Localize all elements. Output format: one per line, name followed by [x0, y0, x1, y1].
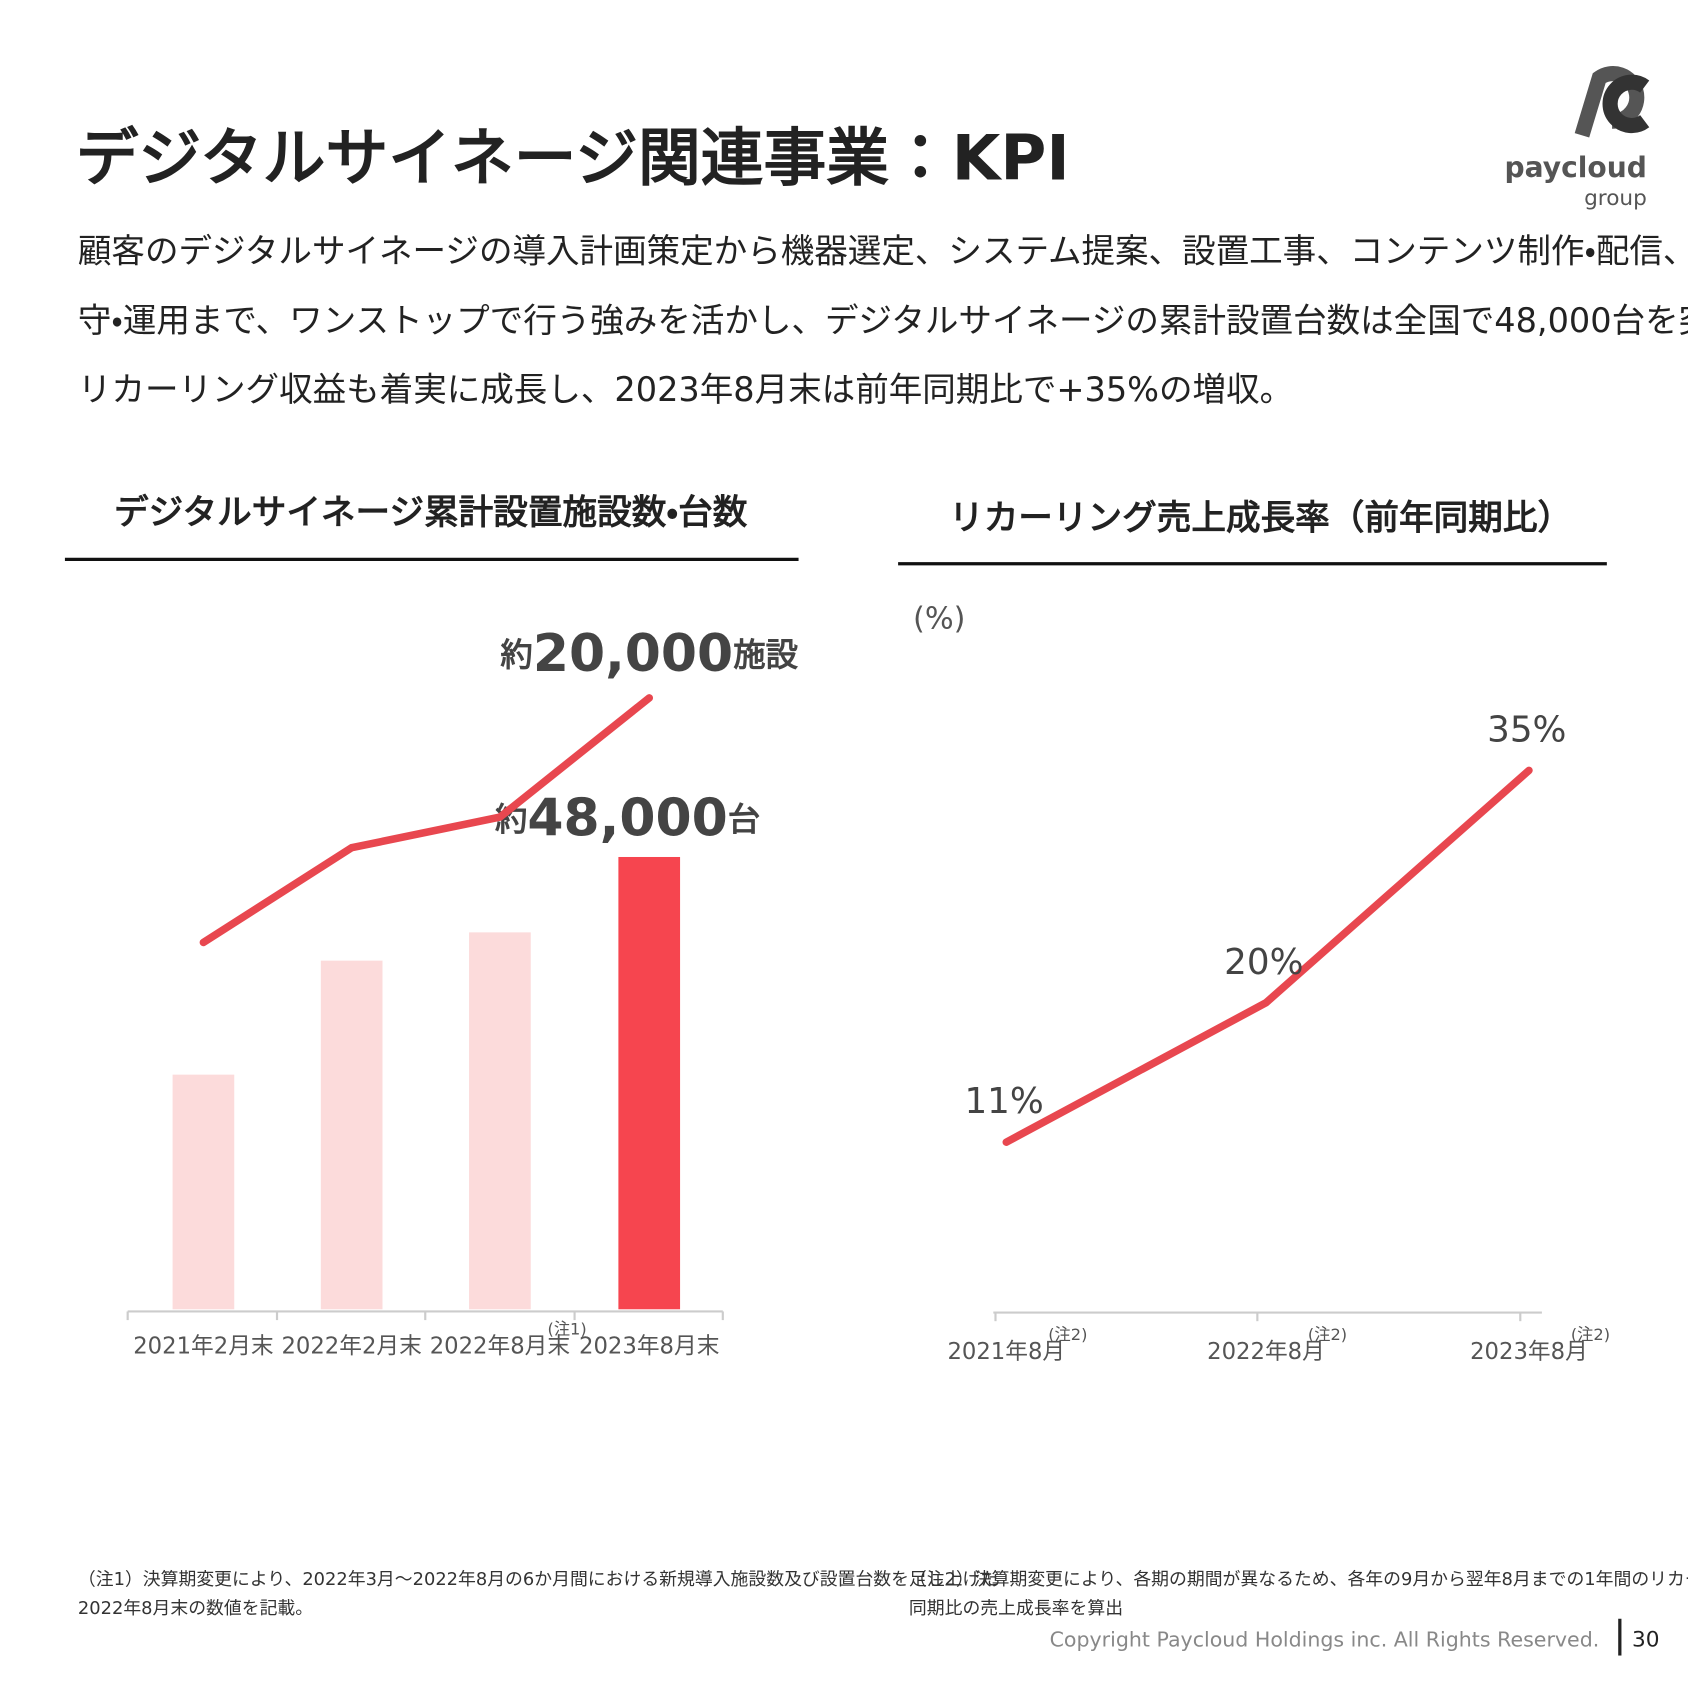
bar: [469, 932, 531, 1310]
logo-sub: group: [1584, 186, 1647, 211]
category-note: (注1): [548, 1319, 587, 1338]
logo-name: paycloud: [1505, 151, 1647, 184]
x-tick-label: 2022年8月: [1207, 1339, 1325, 1365]
logo: paycloud group: [1505, 66, 1650, 211]
line: [199, 694, 654, 947]
value-label: 35%: [1487, 709, 1566, 750]
value-label: 約20,000施設: [500, 624, 798, 684]
page-number: 30: [1632, 1627, 1660, 1652]
category-note: (注2): [1048, 1325, 1087, 1344]
bar: [320, 960, 383, 1310]
category-note: (注2): [1308, 1325, 1347, 1344]
logo-mark: [1602, 74, 1650, 134]
x-tick-label: 2023年8月: [1470, 1339, 1588, 1365]
copyright: Copyright Paycloud Holdings inc. All Rig…: [1050, 1627, 1600, 1651]
body-line: 顧客のデジタルサイネージの導入計画策定から機器選定、システム提案、設置工事、コン…: [78, 232, 1688, 271]
footnote: 同期比の売上成長率を算出: [909, 1598, 1123, 1619]
chart-title: リカーリング売上成長率（前年同期比）: [949, 498, 1572, 538]
footnote: （注2）決算期変更により、各期の期間が異なるため、各年の9月から翌年8月までの1…: [909, 1569, 1688, 1590]
line: [1002, 766, 1533, 1146]
chart-title: デジタルサイネージ累計設置施設数・台数: [114, 493, 748, 533]
footnote: （注1）決算期変更により、2022年3月～2022年8月の6か月間における新規導…: [78, 1569, 998, 1590]
footnote: 2022年8月末の数値を記載。: [78, 1598, 313, 1619]
x-tick-label: 2023年8月末: [579, 1334, 719, 1360]
bar: [172, 1074, 235, 1310]
x-tick-label: 2022年2月末: [281, 1334, 421, 1360]
value-label: 20%: [1224, 942, 1303, 983]
x-tick-label: 2021年8月: [947, 1339, 1065, 1365]
value-label: 11%: [964, 1081, 1043, 1122]
x-tick-label: 2021年2月末: [133, 1334, 273, 1360]
bar: [618, 856, 681, 1310]
page-title: デジタルサイネージ関連事業：KPI: [76, 121, 1070, 194]
unit-label: (%): [913, 602, 965, 637]
category-note: (注2): [1571, 1325, 1610, 1344]
value-label: 約48,000台: [495, 788, 760, 848]
body-line: リカーリング収益も着実に成長し、2023年8月末は前年同期比で+35%の増収。: [78, 370, 1293, 409]
body-line: 守・運用まで、ワンストップで行う強みを活かし、デジタルサイネージの累計設置台数は…: [78, 301, 1688, 340]
x-tick-label: 2022年8月末: [430, 1334, 570, 1360]
